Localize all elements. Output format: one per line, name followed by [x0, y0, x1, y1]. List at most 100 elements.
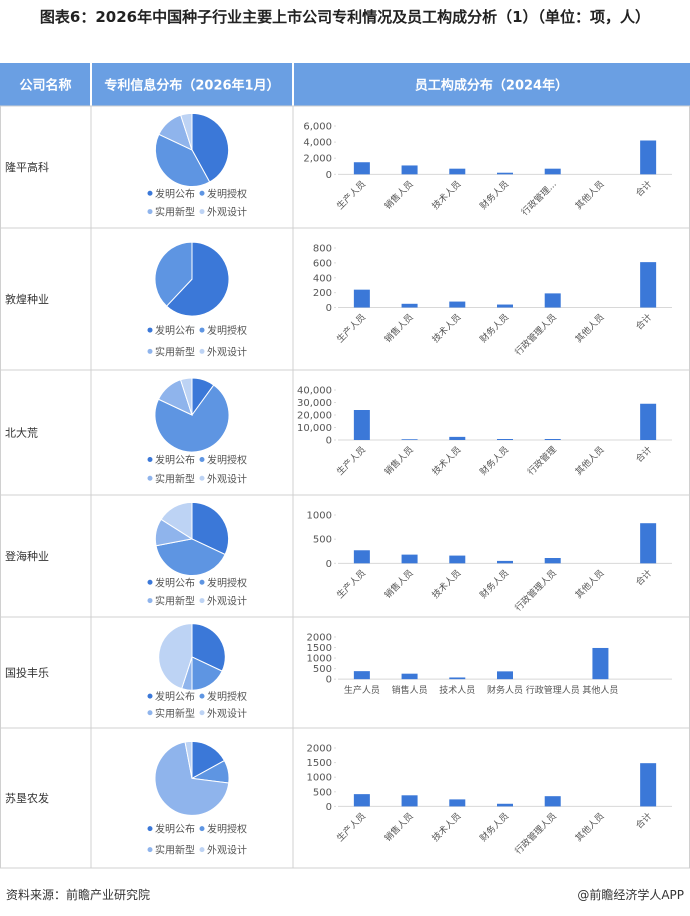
legend-label: 发明授权 [207, 690, 247, 703]
legend-label: 发明公布 [155, 454, 195, 467]
y-tick-label: 0 [326, 802, 332, 813]
bar [544, 558, 561, 564]
legend-label: 外观设计 [207, 844, 247, 857]
pie-slice [180, 112, 193, 151]
y-tick-label: 2000 [307, 633, 332, 644]
y-tick-label: 0 [326, 303, 332, 314]
company-name: 北大荒 [5, 426, 38, 440]
legend-label: 发明公布 [155, 576, 195, 589]
bar [353, 410, 370, 440]
header-cell: 公司名称 [19, 78, 71, 94]
header-cell: 员工构成分布（2024年） [415, 78, 568, 94]
y-tick-label: 1000 [307, 654, 332, 665]
bar [497, 439, 513, 440]
y-tick-label: 1500 [307, 758, 332, 769]
y-tick-label: 500 [313, 664, 332, 675]
y-tick-label: 2,000 [303, 154, 332, 165]
legend-marker [147, 693, 153, 699]
legend-marker [199, 209, 205, 215]
bar [353, 671, 370, 680]
y-tick-label: 4,000 [303, 138, 332, 149]
company-name: 登海种业 [5, 549, 49, 563]
legend-marker [147, 579, 153, 585]
legend-marker [147, 457, 153, 462]
legend-label: 发明授权 [207, 576, 247, 589]
pie-slice [191, 112, 230, 183]
row-bg [0, 616, 690, 729]
legend-label: 实用新型 [155, 595, 195, 608]
x-tick-label: 销售人员 [392, 684, 428, 696]
bar [640, 403, 657, 440]
pie-slice [155, 538, 226, 576]
bar [497, 803, 513, 807]
legend-label: 发明授权 [207, 454, 247, 467]
bar [544, 293, 561, 308]
bar [353, 162, 370, 175]
y-tick-label: 500 [313, 787, 332, 798]
bar [544, 439, 561, 440]
bar [497, 172, 513, 175]
legend-label: 实用新型 [155, 844, 195, 857]
x-tick-label: 财务人员 [487, 684, 523, 696]
bar [640, 763, 657, 807]
pie-slice [160, 501, 193, 540]
legend-label: 外观设计 [207, 345, 247, 358]
bar [497, 560, 513, 564]
credit: @前瞻经济学人APP [577, 887, 684, 902]
company-name: 国投丰乐 [5, 666, 49, 680]
legend-marker [199, 348, 205, 354]
row-bg [0, 727, 690, 869]
legend-marker [199, 579, 205, 585]
bar [497, 671, 513, 680]
bar [401, 673, 418, 680]
legend-marker [199, 190, 205, 196]
bar [401, 795, 418, 807]
bar [449, 555, 466, 564]
pie-slice [184, 740, 193, 779]
bar [640, 262, 657, 308]
legend-label: 发明公布 [155, 823, 195, 836]
x-tick-label: 行政管理人员 [526, 684, 580, 696]
header-bg [0, 63, 690, 106]
company-name: 隆平高科 [5, 160, 49, 174]
pie-slice [154, 384, 230, 453]
y-tick-label: 500 [313, 535, 332, 546]
legend-label: 实用新型 [155, 707, 195, 720]
y-tick-label: 400 [313, 273, 332, 284]
y-tick-label: 20,000 [297, 411, 332, 422]
legend-label: 实用新型 [155, 206, 195, 219]
row-bg [0, 105, 690, 229]
bar [353, 550, 370, 564]
bar [401, 303, 418, 308]
y-tick-label: 600 [313, 258, 332, 269]
y-tick-label: 1000 [307, 511, 332, 522]
pie-slice [191, 623, 226, 672]
title: 图表6：2026年中国种子行业主要上市公司专利情况及员工构成分析（1）（单位：项… [39, 8, 651, 26]
y-tick-label: 0 [326, 675, 332, 686]
bar [449, 168, 466, 175]
legend-marker [147, 598, 153, 604]
x-tick-label: 生产人员 [344, 684, 380, 696]
bar [401, 165, 418, 175]
company-name: 苏垦农发 [5, 791, 49, 805]
bar [544, 168, 561, 175]
legend-label: 实用新型 [155, 345, 195, 358]
row-bg [0, 494, 690, 618]
bar [592, 647, 609, 680]
pie-slice [179, 377, 193, 416]
x-tick-label: 其他人员 [582, 684, 618, 696]
y-tick-label: 0 [326, 436, 332, 447]
legend-label: 外观设计 [207, 707, 247, 720]
legend-marker [147, 475, 153, 481]
legend-marker [199, 693, 205, 699]
legend-label: 发明公布 [155, 187, 195, 200]
y-tick-label: 200 [313, 288, 332, 299]
y-tick-label: 1000 [307, 773, 332, 784]
legend-label: 实用新型 [155, 472, 195, 485]
pie-slice [165, 241, 230, 317]
bar [497, 304, 513, 308]
bar [353, 794, 370, 807]
header-cell: 专利信息分布（2026年1月） [104, 78, 279, 94]
legend-marker [199, 598, 205, 604]
